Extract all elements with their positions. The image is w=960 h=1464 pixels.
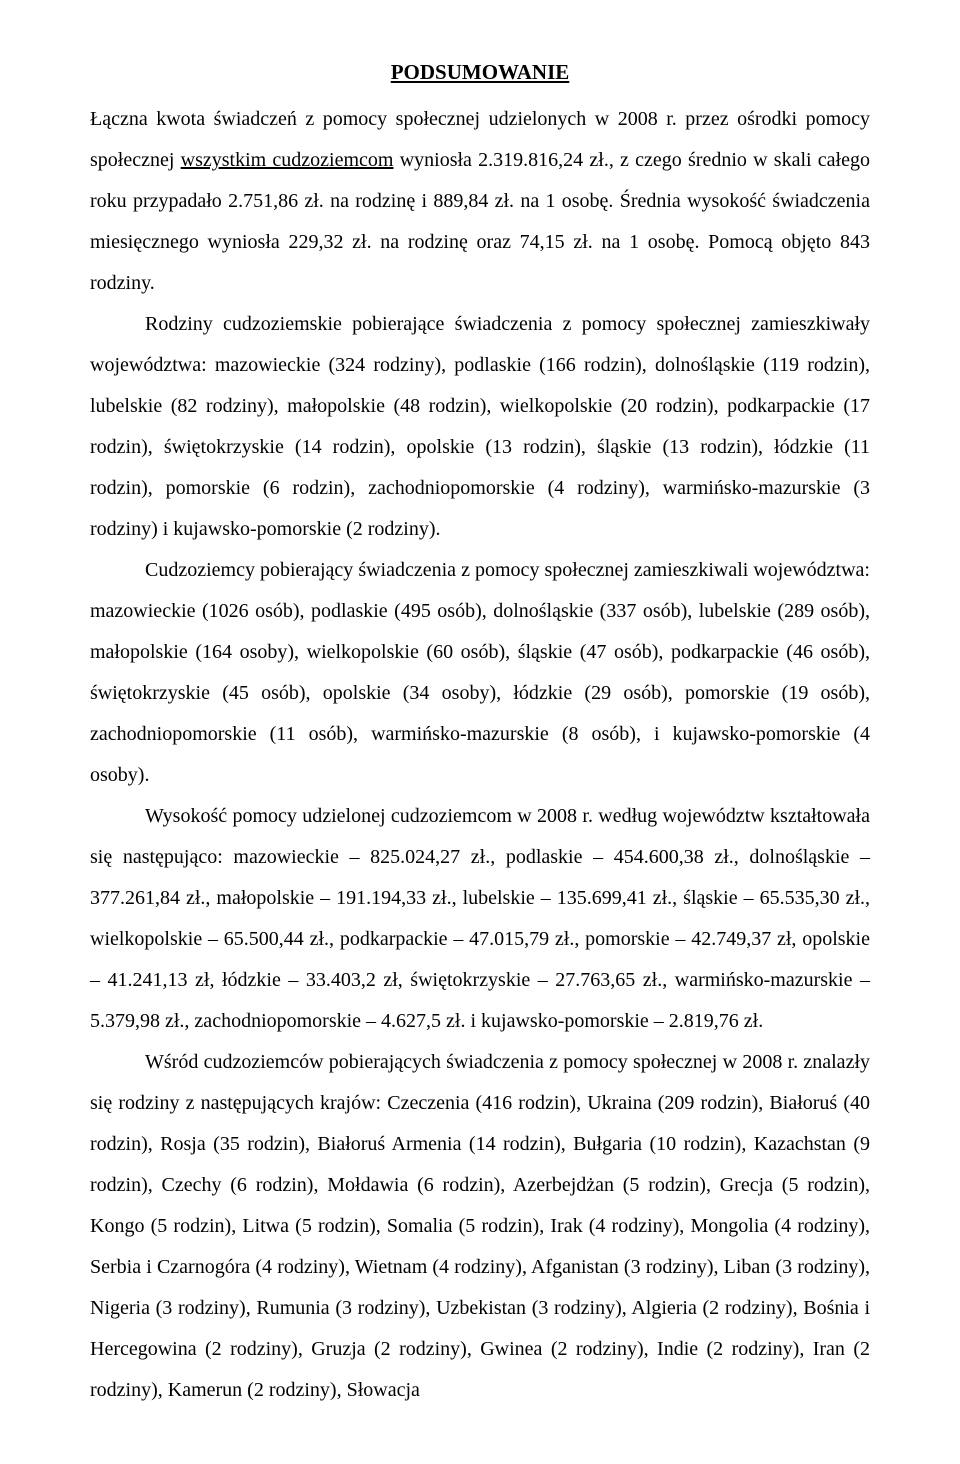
paragraph-1: Łączna kwota świadczeń z pomocy społeczn… [90,99,870,304]
paragraph-2: Rodziny cudzoziemskie pobierające świadc… [90,304,870,550]
paragraph-3: Cudzoziemcy pobierający świadczenia z po… [90,550,870,796]
paragraph-5: Wśród cudzoziemców pobierających świadcz… [90,1042,870,1411]
para1-underlined: wszystkim cudzoziemcom [181,149,394,171]
page-title: PODSUMOWANIE [90,60,870,85]
paragraph-4: Wysokość pomocy udzielonej cudzoziemcom … [90,796,870,1042]
